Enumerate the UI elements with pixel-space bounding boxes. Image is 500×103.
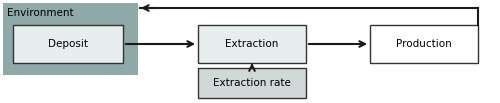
Text: Extraction rate: Extraction rate xyxy=(213,78,291,88)
Bar xyxy=(13,25,123,63)
Bar xyxy=(370,25,478,63)
Text: Production: Production xyxy=(396,39,452,49)
Text: Extraction: Extraction xyxy=(226,39,278,49)
Text: Environment: Environment xyxy=(7,8,73,18)
Text: Deposit: Deposit xyxy=(48,39,88,49)
Bar xyxy=(198,68,306,98)
Bar xyxy=(198,25,306,63)
Bar xyxy=(3,3,138,75)
